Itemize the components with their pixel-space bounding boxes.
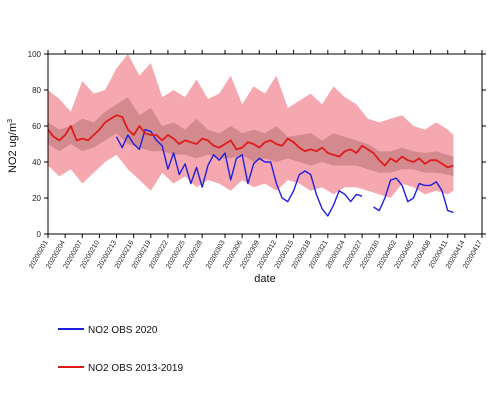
y-tick-label: 0 xyxy=(37,230,42,239)
y-tick-label: 80 xyxy=(32,86,41,95)
y-tick-label: 60 xyxy=(32,122,41,131)
y-axis-title: NO2 ug/m3 xyxy=(7,119,19,173)
plot-frame xyxy=(47,53,483,235)
y-axis-title-superscript: 3 xyxy=(7,119,14,123)
legend-label-2020: NO2 OBS 2020 xyxy=(88,325,158,336)
range-band-inner xyxy=(48,97,454,177)
series-line-2013-2019 xyxy=(47,114,454,169)
y-tick-label: 40 xyxy=(32,158,41,167)
legend-label-2013-2019: NO2 OBS 2013-2019 xyxy=(88,363,183,374)
legend: NO2 OBS 2020 NO2 OBS 2013-2019 xyxy=(58,325,183,374)
plot-area xyxy=(47,54,454,217)
y-tick-label: 20 xyxy=(32,194,41,203)
y-axis-title-base: NO2 ug/m xyxy=(7,123,19,173)
series-line-2020 xyxy=(115,128,454,217)
x-axis-title: date xyxy=(254,273,275,285)
y-tick-label: 100 xyxy=(28,50,42,59)
